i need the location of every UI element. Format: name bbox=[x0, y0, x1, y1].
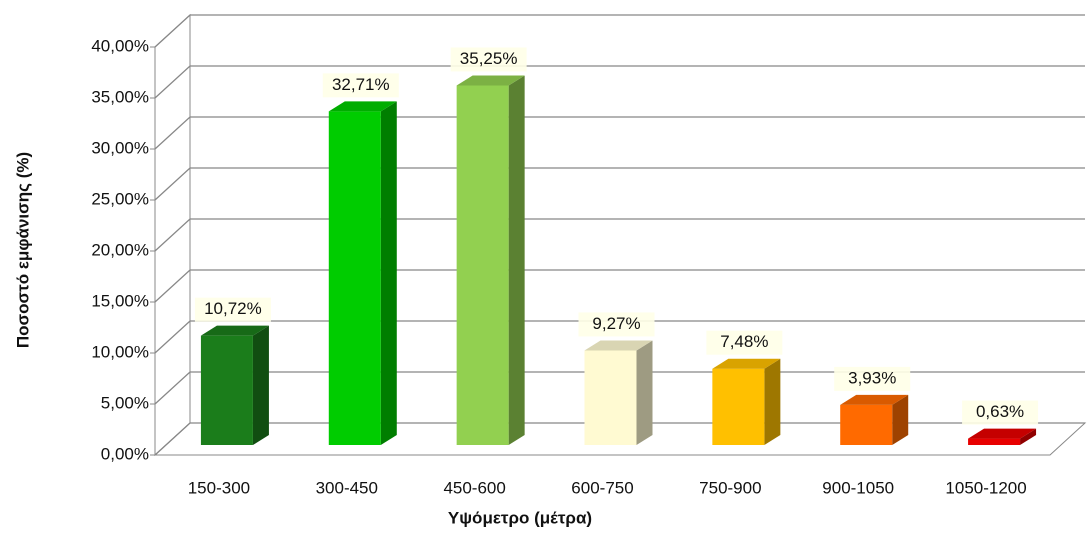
y-tick-label: 40,00% bbox=[91, 36, 149, 55]
grid-line bbox=[154, 422, 1085, 456]
y-tick-label: 15,00% bbox=[91, 291, 149, 310]
data-label: 7,48% bbox=[720, 332, 768, 351]
bar bbox=[200, 335, 253, 445]
x-tick-label: 900-1050 bbox=[822, 478, 894, 497]
data-label: 32,71% bbox=[332, 75, 390, 94]
y-tick-label: 25,00% bbox=[91, 189, 149, 208]
data-label-bg bbox=[450, 47, 527, 72]
x-tick-label: 750-900 bbox=[699, 478, 761, 497]
bar-side bbox=[892, 394, 909, 445]
bar bbox=[584, 350, 637, 445]
bar-top bbox=[968, 428, 1037, 439]
grid-line bbox=[154, 167, 1085, 201]
x-tick-label: 300-450 bbox=[316, 478, 378, 497]
y-tick-label: 5,00% bbox=[101, 393, 149, 412]
data-label: 0,63% bbox=[976, 402, 1024, 421]
grid-line bbox=[154, 218, 1085, 252]
y-tick-label: 0,00% bbox=[101, 444, 149, 463]
bar-side bbox=[1020, 428, 1037, 445]
y-tick-label: 30,00% bbox=[91, 138, 149, 157]
grid-line bbox=[154, 14, 1085, 48]
bar-top bbox=[840, 394, 909, 405]
data-label-bg bbox=[706, 330, 783, 355]
data-label-bg bbox=[322, 73, 399, 98]
bar bbox=[328, 111, 381, 445]
x-axis-title: Υψόμετρο (μέτρα) bbox=[448, 508, 592, 527]
x-tick-label: 600-750 bbox=[571, 478, 633, 497]
bar-top bbox=[712, 358, 781, 369]
y-tick-label: 20,00% bbox=[91, 240, 149, 259]
data-label-bg bbox=[962, 400, 1039, 425]
bar bbox=[712, 368, 765, 445]
y-tick-label: 10,00% bbox=[91, 342, 149, 361]
bar bbox=[840, 404, 893, 445]
grid-line bbox=[154, 320, 1085, 354]
data-label-bg bbox=[578, 312, 655, 337]
bar-side bbox=[380, 101, 397, 445]
data-label-bg bbox=[834, 366, 911, 391]
bar-side bbox=[764, 358, 781, 445]
bar-top bbox=[584, 340, 653, 351]
data-label: 10,72% bbox=[204, 299, 262, 318]
grid-line bbox=[154, 65, 1085, 99]
grid-line bbox=[154, 116, 1085, 150]
x-tick-label: 150-300 bbox=[188, 478, 250, 497]
bar-side bbox=[636, 340, 653, 445]
bar bbox=[968, 438, 1021, 445]
x-tick-label: 450-600 bbox=[443, 478, 505, 497]
bar-top bbox=[200, 325, 269, 336]
data-label: 9,27% bbox=[592, 314, 640, 333]
bar bbox=[456, 85, 509, 445]
bar-side bbox=[252, 325, 269, 445]
x-tick-label: 1050-1200 bbox=[945, 478, 1026, 497]
data-label: 35,25% bbox=[460, 49, 518, 68]
bar-top bbox=[328, 101, 397, 112]
bar-side bbox=[508, 75, 525, 445]
data-label-bg bbox=[194, 297, 271, 322]
grid-line bbox=[154, 269, 1085, 303]
y-axis-title: Ποσοστό εμφάνισης (%) bbox=[13, 152, 32, 348]
grid-line bbox=[154, 371, 1085, 405]
bar-top bbox=[456, 75, 525, 86]
y-tick-label: 35,00% bbox=[91, 87, 149, 106]
data-label: 3,93% bbox=[848, 368, 896, 387]
